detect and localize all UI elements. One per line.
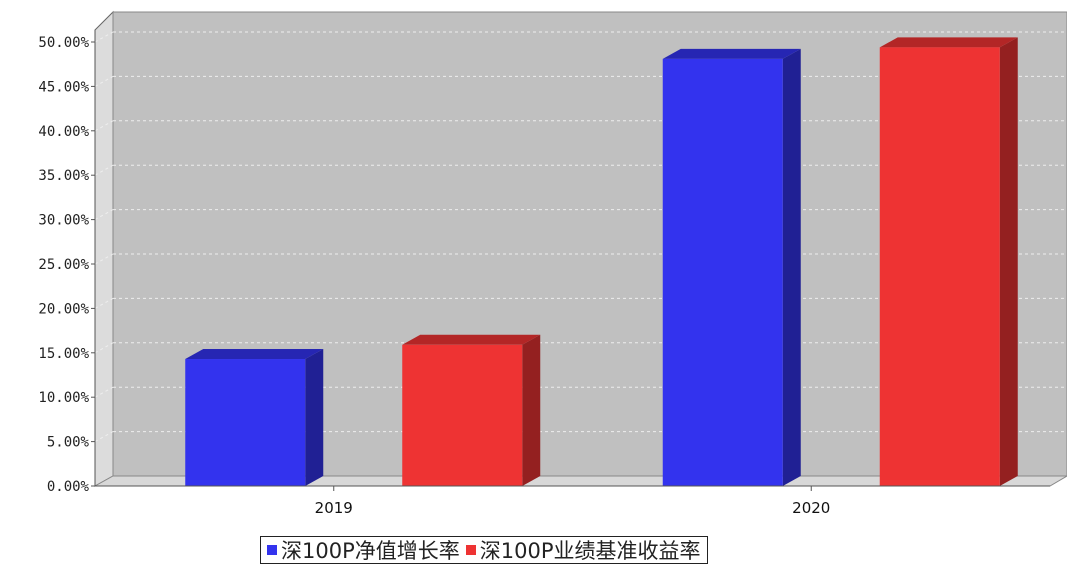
legend-swatch-nav-growth xyxy=(267,545,277,555)
legend-label-benchmark-return: 深100P业绩基准收益率 xyxy=(479,539,701,563)
chart-left-wall xyxy=(94,10,114,487)
y-tick-label: 30.00% xyxy=(38,213,89,229)
legend-entry-benchmark-return: 深100P业绩基准收益率 xyxy=(465,535,701,565)
bars xyxy=(185,37,1018,486)
bar-side xyxy=(305,349,324,486)
y-tick-label: 40.00% xyxy=(38,124,89,140)
bar xyxy=(185,359,306,486)
y-tick-label: 10.00% xyxy=(38,390,89,406)
y-tick-label: 50.00% xyxy=(38,35,89,51)
bar-top xyxy=(879,37,1018,48)
y-axis: 0.00% 5.00% 10.00% 15.00% 20.00% 25.00% 30.00%… xyxy=(38,30,96,495)
y-tick-label: 15.00% xyxy=(38,346,89,362)
x-tick-label: 2020 xyxy=(792,499,830,517)
y-tick-label: 35.00% xyxy=(38,168,89,184)
chart-legend: 深100P净值增长率 深100P业绩基准收益率 xyxy=(260,536,708,564)
y-tick-label: 45.00% xyxy=(38,79,89,95)
bar-top xyxy=(662,48,801,59)
legend-label-nav-growth: 深100P净值增长率 xyxy=(281,539,460,563)
bar-side xyxy=(522,334,541,486)
bar-side xyxy=(782,48,801,486)
bar xyxy=(402,344,523,486)
bar xyxy=(879,47,1000,486)
legend-swatch-benchmark-return xyxy=(465,545,476,555)
y-tick-label: 0.00% xyxy=(47,479,90,495)
bar-top xyxy=(185,349,324,360)
legend-entry-nav-growth: 深100P净值增长率 xyxy=(267,535,460,565)
x-tick-label: 2019 xyxy=(315,499,353,517)
y-tick-label: 5.00% xyxy=(47,435,90,451)
x-axis: 2019 2020 xyxy=(95,485,1050,517)
bar-side xyxy=(999,37,1018,486)
y-tick-label: 20.00% xyxy=(38,301,89,317)
bar-top xyxy=(402,334,541,345)
bar xyxy=(662,58,783,486)
y-tick-label: 25.00% xyxy=(38,257,89,273)
